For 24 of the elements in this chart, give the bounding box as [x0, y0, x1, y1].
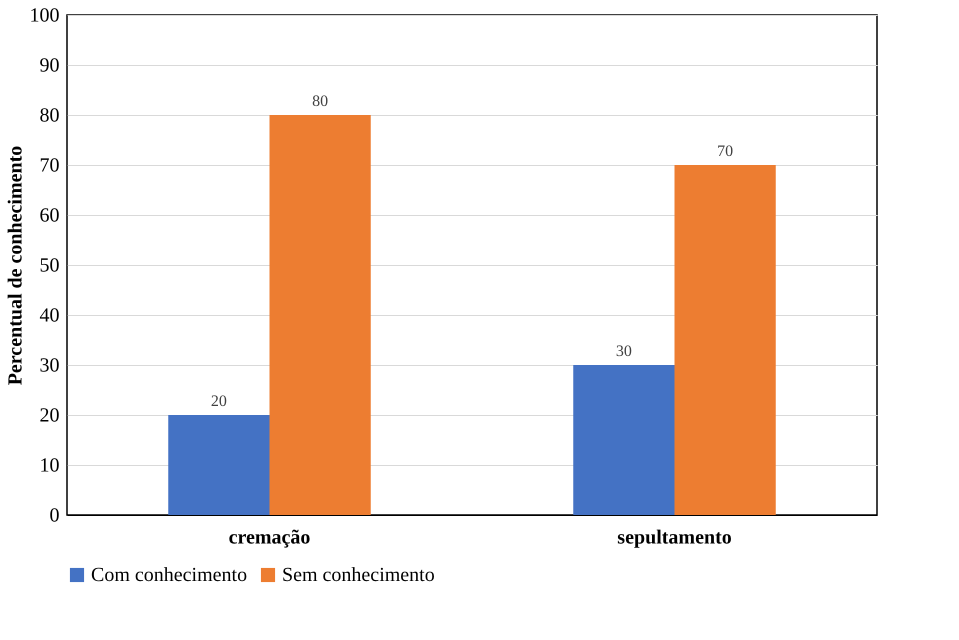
bar — [573, 365, 674, 515]
y-tick-label: 10 — [40, 454, 60, 476]
y-tick-label: 90 — [40, 54, 60, 76]
legend-label: Com conhecimento — [91, 564, 248, 586]
y-tick-label: 0 — [50, 504, 60, 526]
y-tick-label: 50 — [40, 254, 60, 276]
x-tick-label: cremação — [228, 526, 310, 548]
y-axis-title: Percentual de conhecimento — [4, 146, 26, 386]
legend-label: Sem conhecimento — [282, 564, 435, 586]
bar — [674, 165, 776, 515]
y-tick-label: 70 — [40, 154, 60, 176]
data-label: 20 — [210, 393, 227, 410]
x-tick-label: sepultamento — [617, 526, 732, 548]
data-label: 70 — [717, 143, 734, 160]
y-tick-label: 40 — [40, 304, 60, 326]
y-tick-label: 80 — [40, 104, 60, 126]
y-tick-label: 20 — [40, 404, 60, 426]
y-tick-label: 30 — [40, 354, 60, 376]
data-label: 80 — [312, 93, 328, 110]
data-label: 30 — [616, 343, 632, 360]
bar — [168, 415, 270, 515]
y-tick-label: 60 — [40, 204, 60, 226]
bar — [270, 115, 371, 515]
y-tick-label: 100 — [30, 4, 60, 26]
